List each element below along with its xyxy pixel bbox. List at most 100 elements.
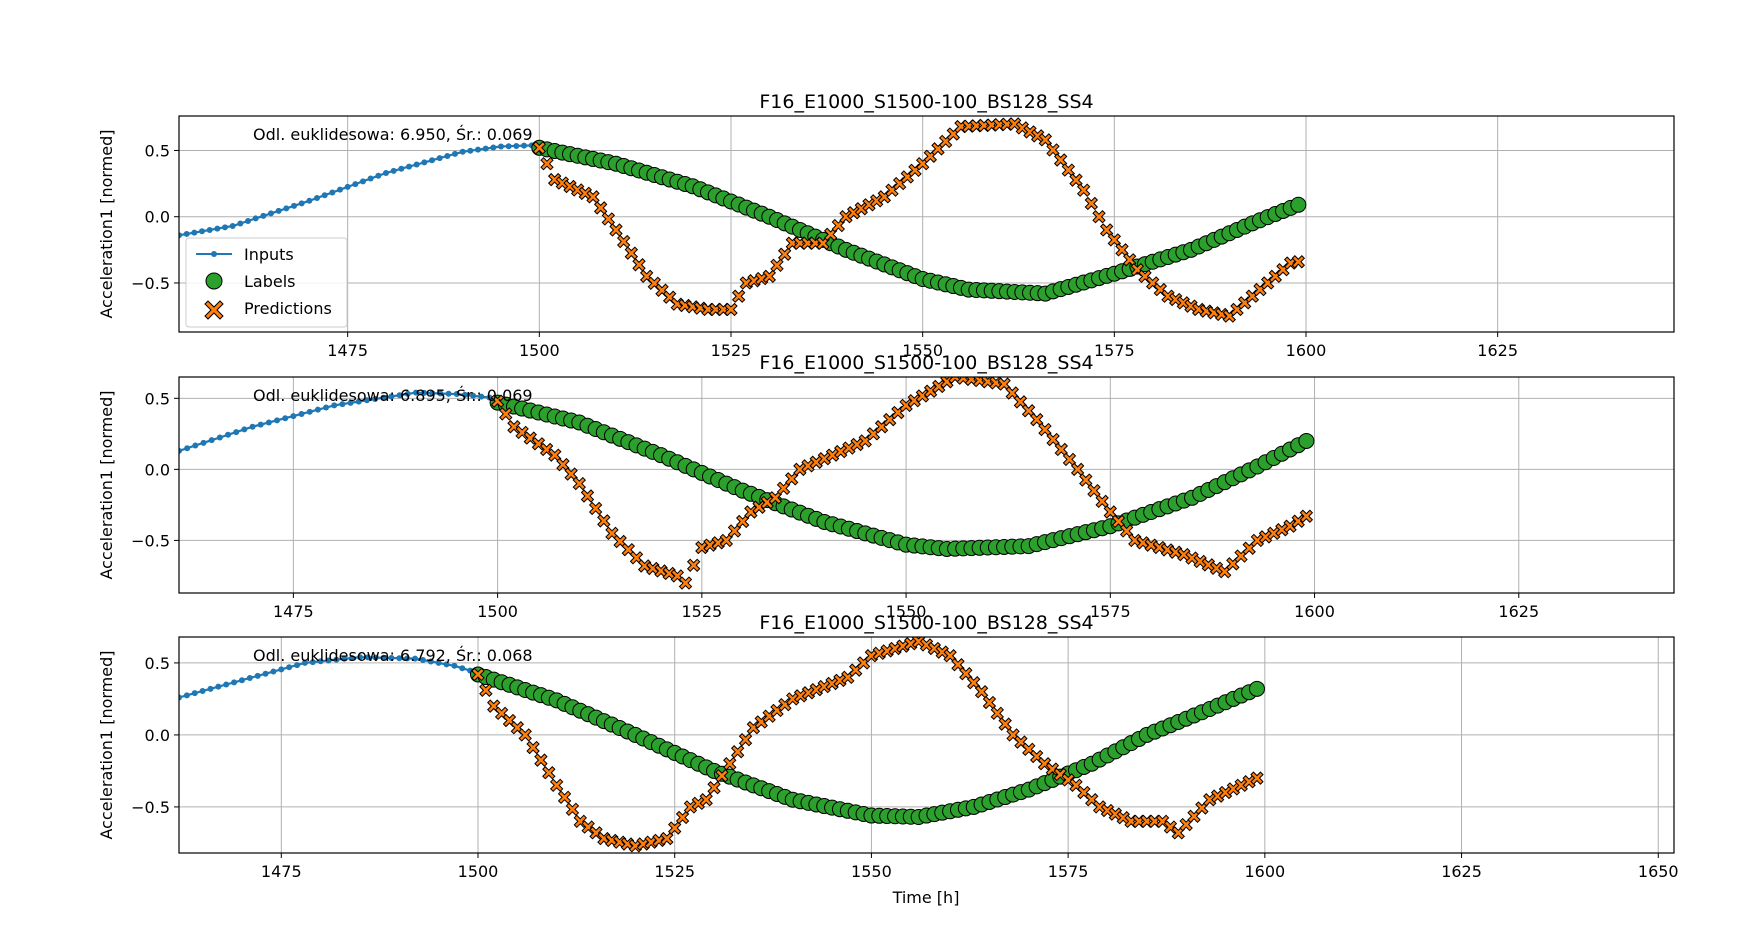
prediction-point — [723, 757, 737, 771]
inputs-point — [453, 391, 460, 398]
inputs-point — [383, 169, 389, 176]
prediction-point — [1250, 771, 1264, 785]
prediction-point — [593, 201, 608, 215]
inputs-point — [363, 397, 370, 404]
prediction-point — [923, 384, 938, 398]
legend-inputs-marker — [211, 251, 217, 257]
inputs-series — [179, 654, 481, 701]
inputs-point — [429, 390, 436, 397]
prediction-point — [695, 540, 709, 555]
y-tick-label: −0.5 — [131, 531, 170, 550]
inputs-point — [207, 685, 214, 692]
inputs-point — [260, 212, 267, 219]
inputs-point — [360, 178, 366, 185]
prediction-point — [1021, 404, 1036, 418]
prediction-point — [616, 234, 631, 249]
prediction-point — [1226, 782, 1241, 796]
prediction-point — [471, 667, 485, 682]
inputs-point — [183, 692, 190, 699]
prediction-point — [888, 641, 902, 656]
inputs-point — [231, 679, 238, 686]
inputs-point — [179, 447, 182, 454]
prediction-point — [768, 491, 783, 505]
y-tick-label: 0.5 — [145, 654, 170, 673]
inputs-point — [290, 413, 297, 420]
prediction-point — [1053, 153, 1068, 167]
inputs-point — [347, 399, 354, 406]
subplot-1: 1475 1500 1525 1550 1575 1600 1625 −0.5 0.0 0.5 F… — [97, 91, 1675, 360]
inputs-point — [323, 404, 330, 411]
x-tick-label: 1575 — [1048, 862, 1089, 881]
inputs-point — [467, 147, 474, 154]
inputs-point — [421, 159, 428, 166]
y-tick-label: 0.0 — [145, 460, 170, 479]
x-tick-label: 1475 — [261, 862, 302, 881]
inputs-point — [380, 394, 387, 401]
x-tick-label: 1650 — [1638, 862, 1679, 881]
inputs-point — [241, 426, 248, 433]
inputs-point — [513, 142, 520, 149]
axes-frame — [178, 636, 1675, 854]
inputs-point — [375, 172, 382, 179]
prediction-point — [854, 202, 869, 216]
prediction-point — [1070, 462, 1085, 477]
prediction-point — [735, 514, 750, 529]
inputs-point — [215, 683, 222, 690]
prediction-point — [762, 269, 777, 284]
inputs-point — [282, 415, 289, 422]
prediction-point — [833, 673, 847, 688]
inputs-point — [505, 143, 512, 150]
prediction-point — [974, 685, 989, 699]
inputs-line — [179, 391, 498, 452]
x-tick-label: 1500 — [519, 341, 560, 360]
x-axis-label: Time [h] — [892, 888, 960, 907]
prediction-point — [499, 407, 513, 421]
inputs-point — [225, 431, 232, 438]
prediction-point — [549, 778, 564, 793]
prediction-point — [1092, 210, 1106, 224]
prediction-point — [943, 649, 957, 663]
x-tick-label: 1525 — [711, 341, 752, 360]
inputs-point — [398, 165, 405, 172]
prediction-point — [899, 398, 913, 413]
prediction-point — [801, 459, 815, 473]
prediction-point — [565, 802, 580, 817]
prediction-point — [1275, 523, 1289, 537]
prediction-point — [982, 695, 997, 710]
y-axis-label: Acceleration1 [normed] — [97, 130, 116, 319]
predictions-series — [490, 377, 1314, 590]
inputs-point — [404, 655, 411, 662]
predictions-series — [471, 637, 1264, 853]
inputs-point — [390, 167, 397, 174]
inputs-point — [191, 690, 198, 697]
prediction-point — [548, 448, 562, 462]
x-tick-label: 1525 — [654, 862, 695, 881]
grid — [179, 377, 1674, 593]
prediction-point — [880, 644, 894, 658]
prediction-point — [675, 810, 690, 825]
inputs-point — [206, 226, 213, 233]
prediction-point — [564, 467, 578, 481]
legend: Inputs Labels Predictions — [185, 237, 348, 328]
prediction-point — [817, 452, 832, 466]
prediction-point — [1087, 483, 1101, 498]
legend-predictions-label: Predictions — [244, 299, 332, 318]
prediction-point — [1218, 785, 1233, 800]
inputs-point — [179, 694, 182, 701]
prediction-point — [1079, 473, 1093, 487]
prediction-point — [1095, 494, 1109, 509]
prediction-point — [691, 796, 706, 811]
inputs-point — [270, 668, 277, 675]
prediction-point — [724, 302, 738, 317]
inputs-point — [498, 143, 504, 150]
inputs-point — [355, 398, 362, 405]
grid — [179, 116, 1674, 332]
prediction-point — [869, 194, 884, 208]
x-tick-label: 1600 — [1294, 602, 1335, 621]
prediction-point — [1122, 253, 1137, 267]
prediction-point — [816, 236, 830, 250]
inputs-point — [451, 662, 458, 669]
inputs-point — [419, 657, 426, 664]
inputs-point — [254, 672, 261, 679]
label-point — [1298, 432, 1315, 449]
